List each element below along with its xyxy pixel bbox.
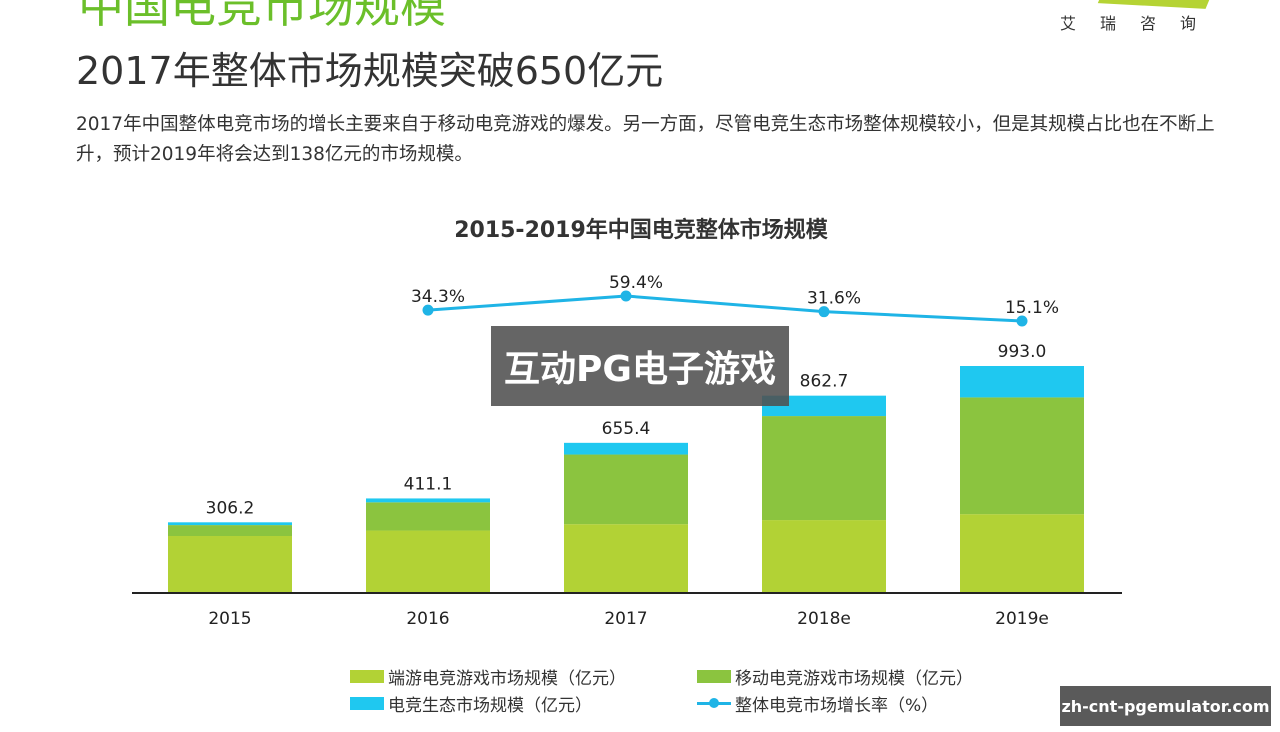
section-title: 中国电竞市场规模	[78, 0, 446, 33]
logo-text: 艾瑞咨询	[1060, 14, 1221, 33]
bar-segment-pc	[564, 524, 688, 592]
bar-segment-eco	[762, 395, 886, 417]
legend-growth: 整体电竞市场增长率（%）	[697, 691, 938, 716]
bar-segment-mobile	[960, 397, 1084, 515]
chart-title: 2015-2019年中国电竞整体市场规模	[454, 217, 829, 243]
bar-total-label: 411.1	[404, 474, 453, 494]
watermark-overlay: 互动PG电子游戏	[491, 326, 789, 406]
legend-label: 整体电竞市场增长率（%）	[735, 696, 939, 716]
bar-segment-mobile	[564, 454, 688, 525]
legend-label: 端游电竞游戏市场规模（亿元）	[388, 669, 626, 689]
bar-segment-pc	[366, 530, 490, 592]
bar-total-label: 306.2	[206, 498, 255, 518]
legend-swatch-eco	[350, 697, 384, 710]
headline: 2017年整体市场规模突破650亿元	[76, 49, 664, 93]
growth-rate-label: 59.4%	[609, 273, 663, 293]
bar-segment-eco	[960, 366, 1084, 398]
bar-segment-eco	[366, 498, 490, 503]
bar-segment-eco	[564, 442, 688, 455]
bar-segment-eco	[168, 522, 292, 526]
bar-segment-pc	[168, 536, 292, 592]
x-tick-label: 2016	[406, 609, 449, 629]
growth-rate-point	[422, 304, 434, 316]
bar-segment-mobile	[762, 416, 886, 521]
bar-total-label: 862.7	[800, 372, 849, 392]
legend-mobile: 移动电竞游戏市场规模（亿元）	[697, 664, 973, 689]
bar-total-label: 655.4	[602, 419, 651, 439]
growth-rate-point	[620, 290, 632, 302]
growth-rate-point	[1016, 315, 1028, 327]
growth-rate-line	[427, 294, 1023, 323]
legend-swatch-pc	[350, 670, 384, 683]
bar-segment-pc	[960, 514, 1084, 592]
legend-eco: 电竞生态市场规模（亿元）	[350, 691, 592, 716]
legend-swatch-growth	[697, 697, 731, 710]
bar-segment-mobile	[168, 525, 292, 537]
bar-total-label: 993.0	[998, 342, 1047, 362]
legend-swatch-mobile	[697, 670, 731, 683]
x-tick-label: 2019e	[995, 609, 1049, 629]
growth-rate-point	[818, 306, 830, 318]
legend-label: 电竞生态市场规模（亿元）	[388, 696, 592, 716]
legend-pc: 端游电竞游戏市场规模（亿元）	[350, 664, 626, 689]
growth-rate-label: 15.1%	[1005, 298, 1059, 318]
x-tick-label: 2015	[208, 609, 251, 629]
growth-rate-label: 34.3%	[411, 287, 465, 307]
legend-label: 移动电竞游戏市场规模（亿元）	[735, 669, 973, 689]
growth-rate-label: 31.6%	[807, 289, 861, 309]
summary-paragraph: 2017年中国整体电竞市场的增长主要来自于移动电竞游戏的爆发。另一方面，尽管电竞…	[76, 114, 1215, 165]
bar-segment-mobile	[366, 502, 490, 531]
bar-segment-pc	[762, 520, 886, 592]
x-tick-label: 2018e	[797, 609, 851, 629]
x-tick-label: 2017	[604, 609, 647, 629]
site-badge: zh-cnt-pgemulator.com	[1060, 686, 1271, 726]
